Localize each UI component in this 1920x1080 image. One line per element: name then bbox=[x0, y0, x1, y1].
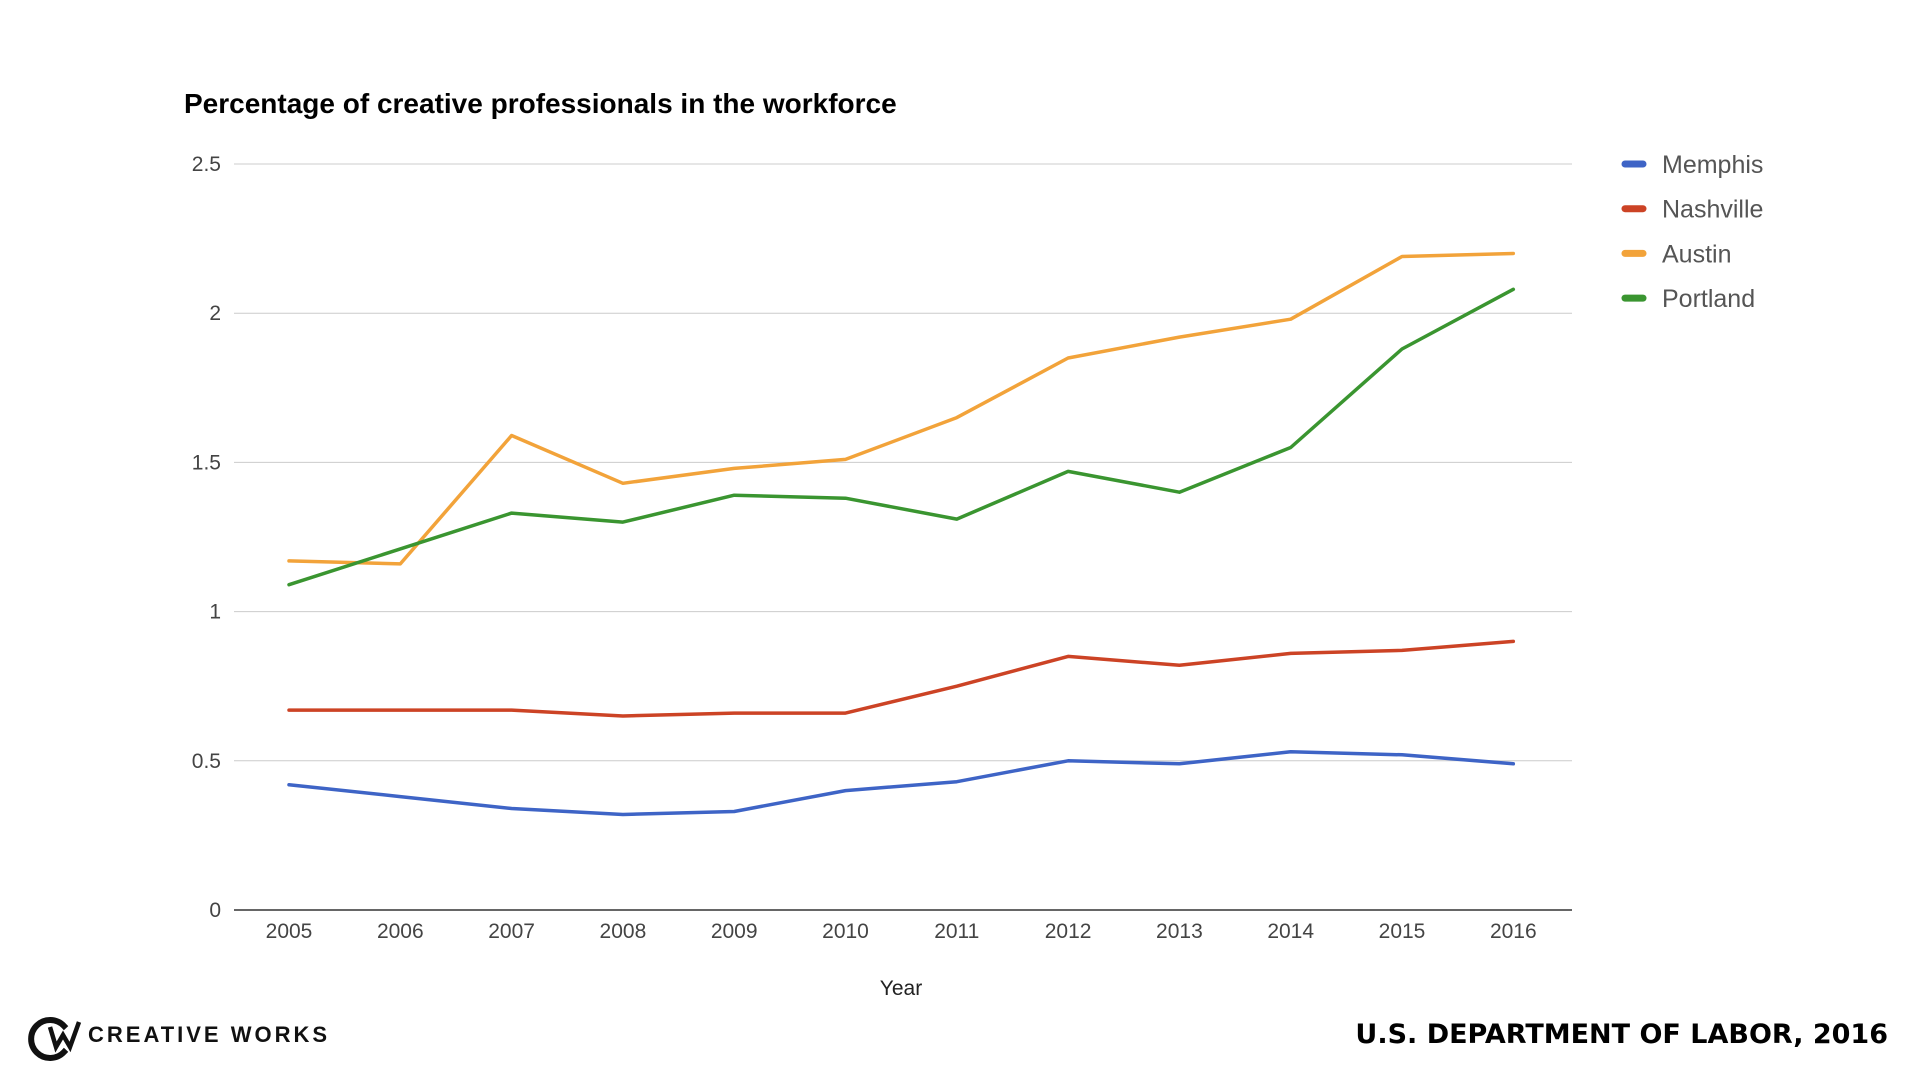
y-tick-label: 2 bbox=[209, 302, 221, 325]
x-tick-label: 2008 bbox=[600, 920, 647, 943]
x-tick-label: 2011 bbox=[934, 920, 979, 943]
x-axis-ticks: 2005 2006 2007 2008 2009 2010 2011 2012 2013 2014… bbox=[266, 920, 1537, 943]
y-tick-label: 0 bbox=[209, 899, 221, 922]
legend-label: Nashville bbox=[1662, 196, 1763, 224]
legend: Memphis Nashville Austin Portland bbox=[1621, 151, 1763, 313]
y-tick-label: 0.5 bbox=[192, 750, 221, 773]
x-tick-label: 2013 bbox=[1156, 920, 1203, 943]
series-lines bbox=[287, 251, 1516, 817]
x-tick-label: 2009 bbox=[711, 920, 758, 943]
x-tick-label: 2007 bbox=[488, 920, 535, 943]
x-tick-label: 2015 bbox=[1379, 920, 1426, 943]
creative-works-logo-icon bbox=[28, 1017, 82, 1061]
x-tick-label: 2010 bbox=[822, 920, 869, 943]
chart-title: Percentage of creative professionals in … bbox=[184, 88, 897, 119]
series-line-nashville bbox=[287, 639, 1516, 718]
y-tick-label: 1.5 bbox=[192, 451, 221, 474]
x-tick-label: 2012 bbox=[1045, 920, 1092, 943]
gridlines bbox=[234, 163, 1572, 911]
x-tick-label: 2006 bbox=[377, 920, 424, 943]
x-tick-label: 2005 bbox=[266, 920, 313, 943]
x-axis-title: Year bbox=[880, 977, 922, 1000]
series-line-portland bbox=[287, 287, 1516, 587]
legend-label: Austin bbox=[1662, 240, 1731, 268]
legend-label: Portland bbox=[1662, 285, 1755, 313]
source-note: U.S. DEPARTMENT OF LABOR, 2016 bbox=[1355, 1019, 1888, 1050]
brand-name: CREATIVE WORKS bbox=[88, 1022, 330, 1047]
x-tick-label: 2016 bbox=[1490, 920, 1537, 943]
legend-label: Memphis bbox=[1662, 151, 1763, 179]
y-tick-label: 2.5 bbox=[192, 153, 221, 176]
series-line-memphis bbox=[287, 750, 1516, 817]
x-tick-label: 2014 bbox=[1267, 920, 1314, 943]
y-tick-label: 1 bbox=[209, 601, 221, 624]
series-line-austin bbox=[287, 251, 1516, 566]
y-axis-ticks: 0 0.5 1 1.5 2 2.5 bbox=[192, 153, 221, 922]
